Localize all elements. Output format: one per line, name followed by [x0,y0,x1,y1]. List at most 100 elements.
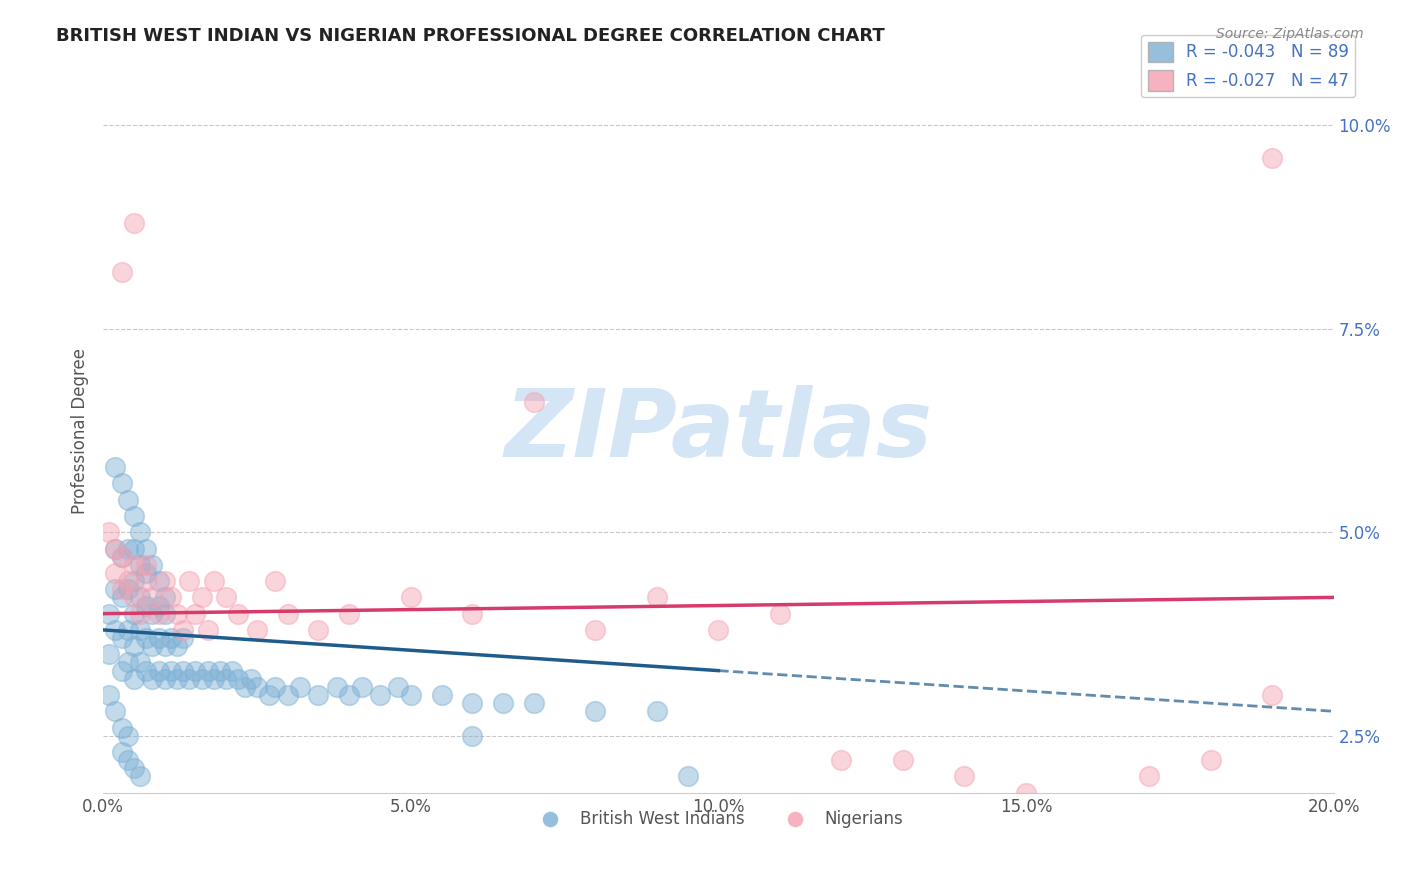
Text: BRITISH WEST INDIAN VS NIGERIAN PROFESSIONAL DEGREE CORRELATION CHART: BRITISH WEST INDIAN VS NIGERIAN PROFESSI… [56,27,884,45]
Point [197,623,219,637]
Point [117,656,139,670]
Point [208,664,231,678]
Point [135,541,157,556]
Point [1137,769,1160,783]
Point [153,591,176,605]
Point [117,582,139,597]
Point [110,721,132,735]
Point [110,631,132,645]
Point [104,704,127,718]
Legend: British West Indians, Nigerians: British West Indians, Nigerians [527,804,910,835]
Point [308,623,330,637]
Point [148,664,170,678]
Point [184,607,207,621]
Point [148,574,170,588]
Point [110,745,132,759]
Point [159,591,181,605]
Point [129,607,152,621]
Point [830,753,852,767]
Point [98,688,121,702]
Point [129,558,152,572]
Point [1261,151,1284,165]
Text: ZIPatlas: ZIPatlas [505,384,932,476]
Point [583,704,606,718]
Point [172,664,194,678]
Point [172,623,194,637]
Point [153,672,176,686]
Point [122,558,145,572]
Text: Source: ZipAtlas.com: Source: ZipAtlas.com [1216,27,1364,41]
Point [135,631,157,645]
Point [104,623,127,637]
Point [122,761,145,775]
Point [228,672,250,686]
Point [110,591,132,605]
Point [153,574,176,588]
Point [288,680,311,694]
Point [129,769,152,783]
Point [122,574,145,588]
Point [399,688,422,702]
Point [277,688,299,702]
Point [246,623,269,637]
Point [523,395,546,409]
Point [337,607,360,621]
Point [645,704,668,718]
Point [179,574,201,588]
Point [215,591,238,605]
Point [461,729,484,743]
Point [159,631,181,645]
Point [179,672,201,686]
Point [337,688,360,702]
Point [492,696,515,710]
Point [769,607,792,621]
Point [461,607,484,621]
Point [104,541,127,556]
Point [264,574,287,588]
Point [202,672,225,686]
Point [153,607,176,621]
Point [141,591,163,605]
Point [159,664,181,678]
Point [129,656,152,670]
Point [141,672,163,686]
Point [326,680,349,694]
Point [135,558,157,572]
Point [184,664,207,678]
Point [104,460,127,475]
Point [953,769,976,783]
Point [122,607,145,621]
Point [308,688,330,702]
Point [215,672,238,686]
Point [197,664,219,678]
Point [1261,688,1284,702]
Point [148,631,170,645]
Point [117,541,139,556]
Point [190,672,212,686]
Point [399,591,422,605]
Point [257,688,280,702]
Point [122,216,145,230]
Point [148,599,170,613]
Point [98,525,121,540]
Point [430,688,453,702]
Point [166,607,188,621]
Point [135,566,157,580]
Point [368,688,391,702]
Point [141,558,163,572]
Point [135,574,157,588]
Point [461,696,484,710]
Point [117,492,139,507]
Point [122,672,145,686]
Point [350,680,373,694]
Point [98,648,121,662]
Point [104,582,127,597]
Point [1076,802,1098,816]
Point [135,599,157,613]
Point [233,680,256,694]
Point [117,574,139,588]
Point [110,476,132,491]
Point [239,672,262,686]
Point [246,680,269,694]
Point [153,639,176,653]
